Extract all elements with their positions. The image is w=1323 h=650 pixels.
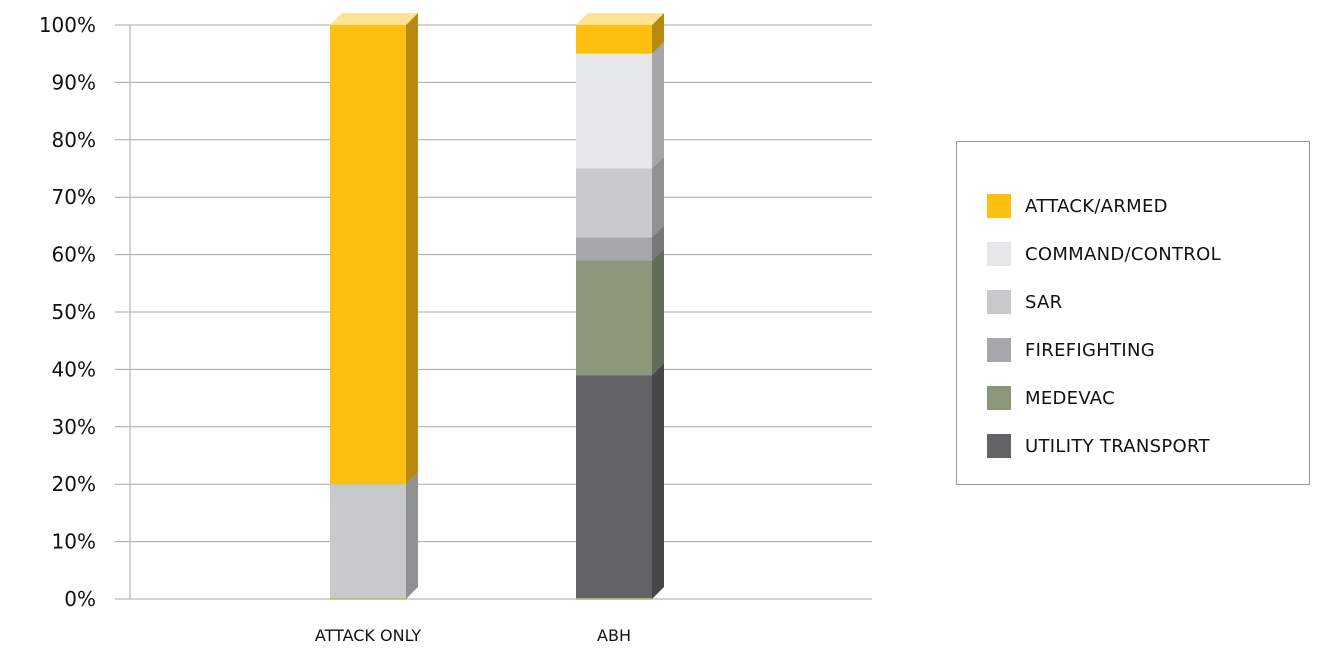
legend-item: COMMAND/CONTROL [987,230,1221,278]
bar-segment [576,13,664,54]
y-tick-label: 40% [52,357,96,381]
bar-side [406,472,418,599]
y-tick-label: 30% [52,415,96,439]
bar-segment [330,13,418,485]
tick-labels: 0% 10% 20% 30% 40% 50% 60% 70% 80% 90% 100% ATTACK … [39,13,631,645]
bar-side [652,156,664,238]
legend-swatch [987,194,1011,218]
bar-face [330,484,406,599]
bar-face [330,25,406,485]
legend-swatch [987,338,1011,362]
legend-item: UTILITY TRANSPORT [987,422,1221,470]
legend-swatch [987,290,1011,314]
y-tick-label: 100% [39,13,96,37]
legend-label: COMMAND/CONTROL [1025,243,1221,265]
x-category-label: ABH [597,626,631,645]
legend-list: ATTACK/ARMED COMMAND/CONTROL SAR FIREFIGHTI… [987,182,1221,470]
bar-segment [330,472,418,599]
legend-swatch [987,386,1011,410]
legend-item: MEDEVAC [987,374,1221,422]
y-tick-label: 0% [64,587,96,611]
bar-side [652,13,664,54]
bar-top [330,13,418,25]
bar-side [406,13,418,485]
legend-label: UTILITY TRANSPORT [1025,435,1210,457]
axes [115,25,872,600]
legend-label: SAR [1025,291,1063,313]
y-tick-label: 50% [52,300,96,324]
bars [330,13,664,600]
y-tick-label: 90% [52,70,96,94]
bar-face [576,237,652,261]
bar-side [652,225,664,261]
y-tick-label: 20% [52,472,96,496]
bar-segment [576,41,664,169]
x-category-label: ATTACK ONLY [315,626,421,645]
legend-label: MEDEVAC [1025,387,1115,409]
bar-segment [576,225,664,261]
legend: ATTACK/ARMED COMMAND/CONTROL SAR FIREFIGHTI… [956,141,1310,485]
y-tick-label: 70% [52,185,96,209]
legend-label: ATTACK/ARMED [1025,195,1168,217]
legend-item: FIREFIGHTING [987,326,1221,374]
legend-swatch [987,434,1011,458]
bar-segment [576,248,664,376]
legend-label: FIREFIGHTING [1025,339,1156,361]
bar-side [652,41,664,169]
legend-item: SAR [987,278,1221,326]
bar-segment [576,156,664,238]
bar-face [576,53,652,169]
bar-top [576,13,664,25]
legend-swatch [987,242,1011,266]
legend-item: ATTACK/ARMED [987,182,1221,230]
bar-side [652,248,664,376]
y-tick-label: 10% [52,530,96,554]
bar-face [576,375,652,599]
bar-face [576,260,652,376]
bar-side [652,363,664,599]
bar-segment [576,363,664,599]
y-tick-label: 60% [52,243,96,267]
gridlines [115,24,872,600]
bar-face [576,168,652,238]
y-tick-label: 80% [52,128,96,152]
bar-face [576,25,652,54]
